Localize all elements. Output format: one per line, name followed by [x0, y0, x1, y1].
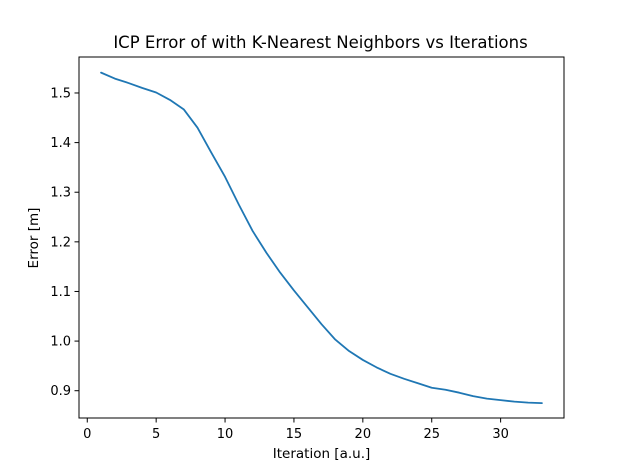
y-tick-label: 1.5 — [50, 86, 71, 101]
error-series-line — [100, 71, 543, 405]
y-tick-label: 1.0 — [50, 335, 71, 350]
plot-area — [78, 56, 565, 419]
y-axis: 0.9 1.0 1.1 1.2 1.3 1.4 1.5 — [50, 86, 79, 399]
y-tick-label: 1.3 — [50, 186, 71, 201]
y-axis-label: Error [m] — [26, 208, 42, 269]
x-tick-label: 5 — [152, 427, 160, 442]
x-axis: 0 5 10 15 20 25 30 — [83, 418, 509, 442]
x-axis-label: Iteration [a.u.] — [273, 446, 371, 462]
x-tick-label: 20 — [355, 427, 372, 442]
x-tick-label: 0 — [83, 427, 91, 442]
y-tick-label: 0.9 — [50, 384, 71, 399]
x-tick-label: 30 — [492, 427, 509, 442]
x-tick-label: 25 — [423, 427, 440, 442]
x-tick-label: 10 — [217, 427, 234, 442]
y-tick-label: 1.1 — [50, 285, 71, 300]
x-tick-label: 15 — [286, 427, 303, 442]
y-tick-label: 1.4 — [50, 136, 71, 151]
y-tick-label: 1.2 — [50, 235, 71, 250]
chart-title: ICP Error of with K-Nearest Neighbors vs… — [113, 33, 527, 52]
